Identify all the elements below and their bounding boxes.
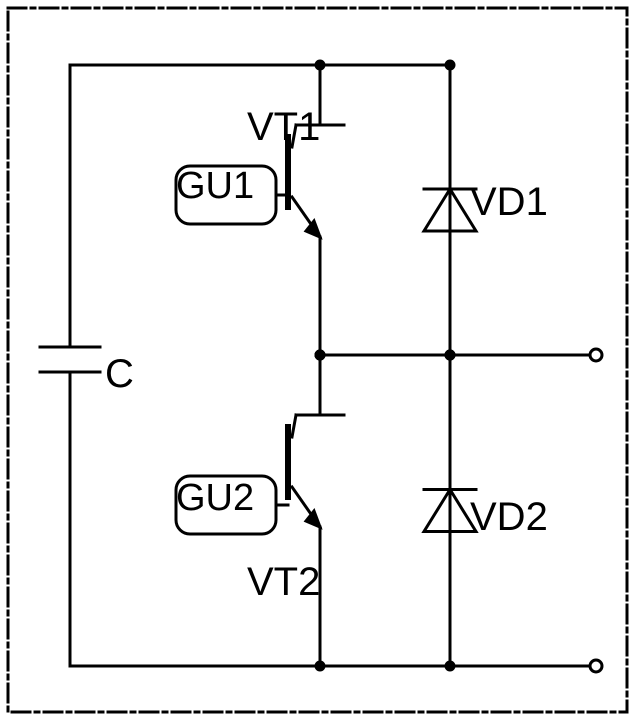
capacitor-label: C <box>105 352 134 397</box>
diode1-label: VD1 <box>470 180 548 225</box>
diode2-label: VD2 <box>470 495 548 540</box>
circuit-diagram: C VT1 GU1 VD1 GU2 VD2 VT2 <box>0 0 635 720</box>
gate-unit2-label: GU2 <box>176 477 254 520</box>
transistor1-label: VT1 <box>247 105 320 150</box>
gate-unit1-label: GU1 <box>176 165 254 208</box>
transistor2-label: VT2 <box>247 560 320 605</box>
